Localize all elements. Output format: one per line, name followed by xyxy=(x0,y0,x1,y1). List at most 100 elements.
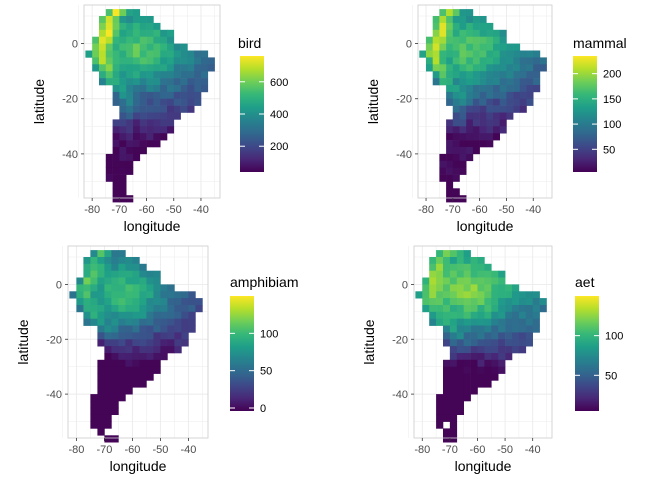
raster-cell xyxy=(491,291,499,299)
raster-cell xyxy=(486,119,494,127)
raster-cell xyxy=(443,257,451,265)
raster-cell xyxy=(76,284,84,292)
raster-cell xyxy=(104,250,112,258)
raster-cell xyxy=(493,133,500,141)
x-tick-label: -50 xyxy=(166,204,182,216)
raster-cell xyxy=(525,305,533,313)
raster-cell xyxy=(505,318,513,326)
raster-cell xyxy=(112,85,120,93)
raster-cell xyxy=(104,373,112,381)
raster-cell xyxy=(97,366,105,374)
raster-cell xyxy=(449,318,458,326)
raster-cell xyxy=(456,298,464,306)
raster-cell xyxy=(443,387,451,395)
raster-cell xyxy=(525,291,533,299)
raster-cell xyxy=(160,298,168,306)
raster-cell xyxy=(499,91,507,100)
raster-cell xyxy=(459,119,467,127)
raster-cell xyxy=(436,305,444,313)
raster-cell xyxy=(498,359,506,367)
raster-cell xyxy=(456,325,464,333)
raster-cell xyxy=(491,284,499,292)
raster-cell xyxy=(463,257,471,265)
raster-cell xyxy=(499,112,507,120)
raster-cell xyxy=(160,311,168,319)
raster-cell xyxy=(432,50,440,58)
raster-cell xyxy=(452,91,460,100)
raster-cell xyxy=(463,346,471,354)
raster-cell xyxy=(466,140,474,148)
raster-cell xyxy=(195,305,203,313)
raster-cell xyxy=(484,380,492,388)
raster-cell xyxy=(181,339,189,347)
raster-cell xyxy=(174,305,182,313)
raster-cell xyxy=(443,380,451,388)
raster-cell xyxy=(463,353,471,361)
raster-cell xyxy=(112,9,120,17)
raster-cell xyxy=(493,78,500,86)
raster-cell xyxy=(463,359,471,367)
raster-cell xyxy=(519,57,527,65)
colorbar-label: 400 xyxy=(270,109,288,121)
raster-cell xyxy=(146,270,154,278)
colorbar-label: 200 xyxy=(270,141,288,153)
raster-cell xyxy=(449,325,458,333)
raster-cell xyxy=(446,153,454,162)
raster-cell xyxy=(484,305,492,313)
raster-cell xyxy=(76,298,84,306)
panel-aet: -80 -70 -60 -50 -40 0 -20 -40 longitude latitude a… xyxy=(361,245,623,474)
raster-cell xyxy=(132,359,140,367)
raster-cell xyxy=(112,64,120,72)
raster-cell xyxy=(139,71,147,79)
raster-cell xyxy=(456,407,464,415)
raster-cell xyxy=(491,366,499,374)
raster-cell xyxy=(125,291,133,299)
raster-cell xyxy=(167,119,175,127)
raster-cell xyxy=(446,78,454,86)
raster-cell xyxy=(118,353,126,361)
raster-cell xyxy=(181,291,189,299)
raster-cell xyxy=(470,318,478,326)
raster-cell xyxy=(112,16,120,24)
raster-cell xyxy=(463,394,471,402)
raster-cell xyxy=(498,284,506,292)
raster-cell xyxy=(466,29,474,37)
raster-cell xyxy=(443,414,451,422)
raster-cell xyxy=(436,270,444,278)
raster-cell xyxy=(160,119,168,127)
raster-cell xyxy=(459,153,467,162)
raster-cell xyxy=(506,98,514,106)
raster-cell xyxy=(443,394,451,402)
raster-cell xyxy=(493,57,500,65)
raster-cell xyxy=(132,270,140,278)
raster-cell xyxy=(526,91,534,100)
x-tick-label: -50 xyxy=(152,444,168,456)
raster-cell xyxy=(532,325,540,333)
raster-cell xyxy=(104,263,112,271)
raster-cell xyxy=(486,91,494,100)
raster-cell xyxy=(126,98,134,106)
raster-cell xyxy=(525,298,533,306)
raster-cell xyxy=(180,57,188,65)
raster-cell xyxy=(519,78,527,86)
raster-cell xyxy=(477,325,485,333)
raster-cell xyxy=(146,366,154,374)
raster-cell xyxy=(167,126,175,134)
raster-cell xyxy=(449,339,458,347)
raster-cell xyxy=(446,64,454,72)
raster-cell xyxy=(499,71,507,79)
raster-cell xyxy=(132,305,140,313)
panel-border xyxy=(83,4,221,199)
raster-cell xyxy=(104,380,112,388)
y-axis: 0 -20 -40 xyxy=(46,279,68,401)
raster-cell xyxy=(477,284,485,292)
raster-cell xyxy=(146,43,154,51)
raster-cell xyxy=(111,353,119,361)
raster-cells xyxy=(85,9,215,203)
raster-cell xyxy=(446,29,454,37)
raster-cell xyxy=(132,332,140,340)
raster-cell xyxy=(484,311,492,319)
raster-cell xyxy=(133,133,141,141)
raster-cell xyxy=(446,57,454,65)
raster-cell xyxy=(105,153,113,162)
